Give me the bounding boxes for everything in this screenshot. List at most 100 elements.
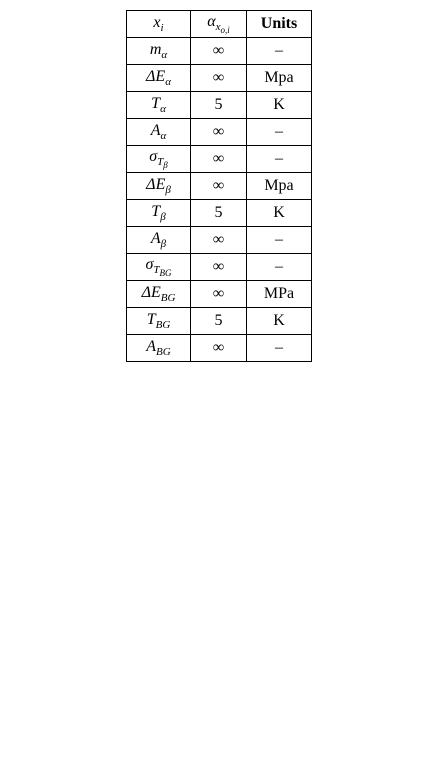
cell-text: K — [273, 96, 285, 113]
cell-text: ∞ — [212, 285, 225, 302]
cell-text: Mpa — [264, 177, 294, 194]
subsubscript-text: BG — [159, 268, 172, 279]
subsubscript: β — [163, 160, 167, 170]
table-cell: TBG — [126, 307, 191, 335]
cell-text: 5 — [214, 204, 223, 221]
subscript-text: x — [215, 21, 221, 33]
table-cell: ∞ — [190, 226, 247, 254]
cell-text: – — [275, 339, 283, 356]
table-row: σTBG ∞ – — [126, 253, 312, 281]
cell-text: 5 — [214, 312, 223, 329]
subsubscript: BG — [160, 268, 172, 278]
table-row: ΔEBG ∞ MPa — [126, 280, 312, 308]
cell-text: ∞ — [212, 150, 225, 167]
table-cell: – — [246, 334, 312, 362]
subscript: β — [161, 238, 166, 250]
symbol: σ — [145, 255, 154, 273]
cell-text: – — [275, 42, 283, 59]
cell-text: K — [273, 204, 285, 221]
subscript: BG — [161, 292, 176, 304]
symbol: m — [149, 40, 162, 58]
cell-text: ∞ — [212, 123, 225, 140]
cell-text: ∞ — [212, 69, 225, 86]
symbol: A — [150, 121, 161, 139]
table-cell: 5 — [190, 307, 247, 335]
symbol: T — [151, 202, 161, 220]
table-cell: Aα — [126, 118, 191, 146]
subscript: xo,i — [215, 21, 230, 35]
table-row: σTβ ∞ – — [126, 145, 312, 173]
subscript-text: T — [157, 156, 164, 168]
cell-text: Mpa — [264, 69, 294, 86]
cell-text: MPa — [263, 285, 295, 302]
symbol: ΔE — [141, 283, 161, 301]
cell-text: – — [275, 231, 283, 248]
subscript-text: β — [165, 184, 171, 197]
subscript-text: β — [160, 238, 167, 251]
table-cell: 5 — [190, 199, 247, 227]
symbol: x — [153, 13, 161, 31]
symbol: A — [150, 229, 161, 247]
subscript: α — [160, 103, 166, 115]
subscript-text: BG — [156, 346, 171, 359]
table-cell: ∞ — [190, 118, 247, 146]
subscript-text: β — [160, 211, 166, 224]
table-row: ABG ∞ – — [126, 334, 312, 362]
subscript: i — [161, 22, 164, 34]
table-cell: – — [246, 145, 312, 173]
subscript-text: α — [160, 130, 167, 143]
table-cell: ΔEα — [126, 64, 191, 92]
subscript: TBG — [153, 264, 172, 278]
table-cell: K — [246, 91, 312, 119]
cell-text: ∞ — [212, 42, 225, 59]
table-cell: K — [246, 307, 312, 335]
subscript-text: T — [153, 264, 160, 276]
subsubscript: o,i — [221, 25, 230, 35]
table-row: Tα 5 K — [126, 91, 312, 119]
subscript-text: α — [165, 76, 171, 89]
subscript: α — [165, 76, 171, 88]
subscript-text: i — [160, 22, 164, 35]
cell-text: – — [275, 123, 283, 140]
cell-text: ∞ — [212, 339, 225, 356]
subscript: β — [160, 211, 165, 223]
subscript: Tβ — [157, 156, 168, 170]
subsubscript-text: β — [163, 160, 168, 171]
subscript: β — [165, 184, 170, 196]
table-row: TBG 5 K — [126, 307, 312, 335]
table-cell: mα — [126, 37, 191, 65]
cell-text: Units — [260, 15, 298, 32]
symbol: ΔE — [146, 67, 166, 85]
cell-text: ∞ — [212, 258, 225, 275]
subscript: α — [161, 49, 167, 61]
table-row: mα ∞ – — [126, 37, 312, 65]
parameter-table: xi αxo,i Units mα ∞ – ΔEα ∞ Mpa Tα 5 K Aα ∞ – σTβ ∞ – ΔEβ ∞… — [126, 10, 312, 362]
cell-text: 5 — [214, 96, 223, 113]
symbol: T — [146, 310, 156, 328]
table-cell: – — [246, 37, 312, 65]
cell-text: – — [275, 258, 283, 275]
subscript-text: α — [160, 103, 166, 116]
table-cell: ΔEBG — [126, 280, 191, 308]
table-cell: – — [246, 253, 312, 281]
subscript: BG — [156, 346, 171, 358]
symbol: T — [151, 94, 161, 112]
cell-text: ∞ — [212, 231, 225, 248]
cell-text: K — [273, 312, 285, 329]
table-row: Tβ 5 K — [126, 199, 312, 227]
table-cell: Mpa — [246, 64, 312, 92]
subscript-text: BG — [155, 319, 171, 332]
subscript-text: α — [161, 49, 168, 62]
symbol: α — [207, 12, 216, 30]
subscript: α — [161, 130, 167, 142]
table-cell: ∞ — [190, 145, 247, 173]
subscript-text: BG — [160, 292, 176, 305]
cell-text: – — [275, 150, 283, 167]
symbol: ΔE — [146, 175, 166, 193]
subsubscript-text: o,i — [220, 25, 230, 36]
symbol: σ — [149, 147, 158, 165]
symbol: A — [146, 337, 157, 355]
table-cell: Tα — [126, 91, 191, 119]
